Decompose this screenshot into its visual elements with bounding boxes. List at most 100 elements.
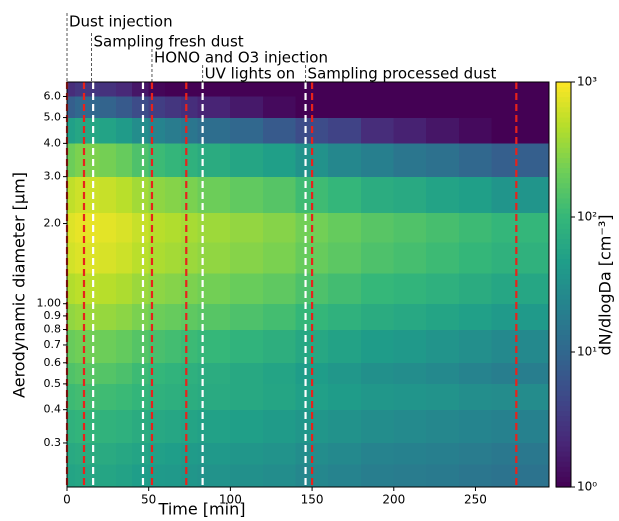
heatmap-cell [426, 273, 460, 304]
heatmap-cell [328, 242, 362, 274]
heatmap-cell [66, 303, 76, 330]
heatmap-cell [115, 273, 133, 304]
colorbar-tick-label: 10² [577, 210, 597, 224]
colorbar-segment [556, 431, 571, 437]
colorbar-segment [556, 92, 571, 98]
heatmap-cell [197, 273, 231, 304]
heatmap-cell [148, 242, 166, 274]
colorbar-segment [556, 284, 571, 291]
heatmap-cell [132, 383, 149, 410]
heatmap-cell [491, 117, 550, 144]
colorbar-segment [556, 299, 571, 306]
heatmap-cell [164, 81, 182, 97]
heatmap-cell [262, 362, 296, 385]
y-tick-label: 4.0 [44, 136, 62, 149]
heatmap-cell [262, 273, 296, 304]
heatmap-cell [66, 409, 76, 444]
heatmap-cell [393, 117, 427, 144]
heatmap-cell [426, 463, 460, 488]
heatmap-cell [74, 117, 84, 144]
heatmap-cell [491, 463, 550, 488]
heatmap-cell [295, 242, 329, 274]
heatmap-cell [83, 81, 100, 97]
heatmap-cell [115, 362, 133, 385]
heatmap-cell [491, 273, 550, 304]
colorbar-tick-label: 10³ [577, 75, 597, 89]
heatmap-cell [393, 242, 427, 274]
heatmap-cell [458, 242, 493, 274]
heatmap-cell [426, 176, 460, 213]
heatmap-cell [393, 143, 427, 177]
heatmap-cell [66, 176, 76, 213]
y-tick-label: 0.6 [44, 356, 62, 369]
heatmap-cell [426, 143, 460, 177]
x-tick-label: 200 [382, 493, 405, 507]
heatmap-cell [74, 143, 84, 177]
heatmap-cell [99, 242, 117, 274]
heatmap-cell [99, 96, 117, 118]
y-tick-label: 0.4 [44, 403, 62, 416]
colorbar-segment [556, 319, 571, 326]
colorbar-tick-label: 10¹ [577, 345, 597, 359]
y-tick-label: 1.00 [37, 297, 62, 310]
heatmap-cell [181, 176, 198, 213]
heatmap-cell [262, 303, 296, 330]
heatmap-cell [328, 329, 362, 364]
colorbar-segment [556, 122, 571, 129]
heatmap-cell [83, 212, 100, 243]
heatmap-cell [66, 329, 76, 364]
annotation: Sampling processed dust [308, 65, 497, 83]
colorbar-segment [556, 163, 571, 169]
heatmap-cell [458, 463, 493, 488]
heatmap-cell [328, 273, 362, 304]
heatmap-cell [393, 273, 427, 304]
heatmap-cell [115, 117, 133, 144]
annotation: Dust injection [69, 13, 173, 31]
colorbar-segment [556, 471, 571, 478]
colorbar-segment [556, 294, 571, 301]
heatmap-cell [230, 176, 264, 213]
heatmap-cell [328, 463, 362, 488]
heatmap-cell [491, 329, 550, 364]
heatmap-cell [393, 383, 427, 410]
heatmap-cell [230, 463, 264, 488]
heatmap-cell [426, 117, 460, 144]
heatmap-cell [197, 242, 231, 274]
heatmap-cell [83, 329, 100, 364]
heatmap-cell [115, 442, 133, 465]
colorbar-segment [556, 178, 571, 184]
heatmap-cell [230, 383, 264, 410]
heatmap-cell [132, 303, 149, 330]
colorbar-segment [556, 87, 571, 93]
colorbar-segment [556, 390, 571, 397]
heatmap-cell [66, 442, 76, 465]
heatmap-cell [181, 81, 198, 97]
colorbar-segment [556, 325, 571, 331]
colorbar-segment [556, 183, 571, 189]
heatmap-cell [458, 273, 493, 304]
heatmap-cell [230, 303, 264, 330]
heatmap-cell [66, 362, 76, 385]
y-tick-label: 0.5 [44, 377, 62, 390]
x-tick-label: 100 [219, 493, 242, 507]
heatmap-cell [262, 81, 296, 97]
heatmap-cell [74, 242, 84, 274]
colorbar-segment [556, 380, 571, 387]
heatmap-cell [83, 117, 100, 144]
colorbar-segment [556, 132, 571, 139]
heatmap-cell [115, 409, 133, 444]
annotation: HONO and O3 injection [154, 49, 328, 67]
heatmap-cell [83, 273, 100, 304]
heatmap-cell [230, 442, 264, 465]
heatmap-cell [164, 117, 182, 144]
heatmap-cell [262, 242, 296, 274]
heatmap-cell [426, 212, 460, 243]
heatmap-cell [458, 409, 493, 444]
heatmap-cell [393, 81, 427, 97]
heatmap-cell [262, 383, 296, 410]
heatmap-cell [132, 96, 149, 118]
heatmap-cell [181, 117, 198, 144]
heatmap-cell [458, 383, 493, 410]
heatmap-cell [262, 329, 296, 364]
colorbar-segment [556, 416, 571, 422]
